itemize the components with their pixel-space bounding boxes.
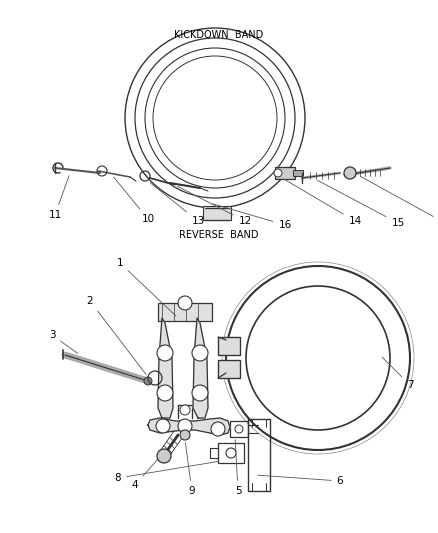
Text: 9: 9 xyxy=(185,443,195,496)
Text: 3: 3 xyxy=(49,330,78,353)
Polygon shape xyxy=(193,318,208,418)
Text: 17: 17 xyxy=(360,176,438,228)
Circle shape xyxy=(211,422,225,436)
Polygon shape xyxy=(158,318,173,418)
Circle shape xyxy=(144,377,152,385)
Bar xyxy=(275,167,295,179)
Text: 14: 14 xyxy=(284,180,362,226)
Circle shape xyxy=(178,419,192,433)
Circle shape xyxy=(180,430,190,440)
Text: 1: 1 xyxy=(117,258,176,316)
Bar xyxy=(248,419,270,491)
Text: KICKDOWN  BAND: KICKDOWN BAND xyxy=(174,30,264,40)
Circle shape xyxy=(178,296,192,310)
Text: 16: 16 xyxy=(213,204,292,230)
Text: 8: 8 xyxy=(115,462,218,483)
Circle shape xyxy=(192,385,208,401)
Text: 10: 10 xyxy=(114,177,155,224)
Bar xyxy=(230,421,248,437)
Bar xyxy=(218,360,240,378)
Polygon shape xyxy=(148,418,230,435)
Bar xyxy=(158,303,212,321)
Text: 7: 7 xyxy=(382,357,413,390)
Text: 2: 2 xyxy=(87,296,146,375)
Bar xyxy=(218,360,240,378)
Circle shape xyxy=(274,169,282,177)
Text: REVERSE  BAND: REVERSE BAND xyxy=(179,230,259,240)
Circle shape xyxy=(192,345,208,361)
Circle shape xyxy=(180,405,190,415)
Bar xyxy=(218,337,240,355)
Text: 4: 4 xyxy=(132,452,164,490)
Text: 6: 6 xyxy=(258,475,343,486)
Text: 15: 15 xyxy=(318,180,405,228)
Text: 13: 13 xyxy=(150,183,205,226)
Circle shape xyxy=(157,345,173,361)
Circle shape xyxy=(344,167,356,179)
Bar xyxy=(203,206,231,220)
Circle shape xyxy=(157,385,173,401)
Circle shape xyxy=(157,449,171,463)
Bar xyxy=(218,337,240,355)
Bar xyxy=(218,443,244,463)
Text: 12: 12 xyxy=(177,186,251,226)
Circle shape xyxy=(156,419,170,433)
Circle shape xyxy=(226,448,236,458)
Text: 11: 11 xyxy=(48,175,69,220)
Text: 5: 5 xyxy=(235,440,241,496)
Circle shape xyxy=(235,425,243,433)
Bar xyxy=(293,170,303,176)
